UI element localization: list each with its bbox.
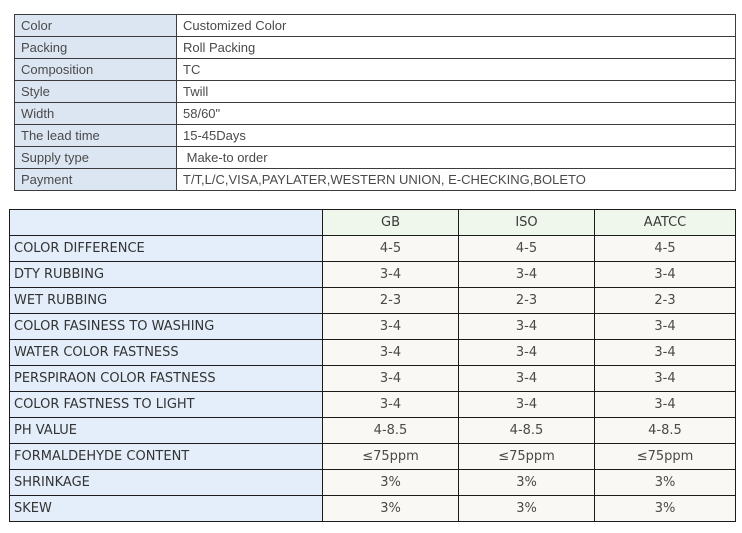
- table-row: Style Twill: [14, 80, 736, 103]
- cell-iso: 3-4: [458, 391, 595, 418]
- table-row: SKEW 3% 3% 3%: [9, 495, 736, 522]
- table-row: DTY RUBBING 3-4 3-4 3-4: [9, 261, 736, 288]
- table-row: FORMALDEHYDE CONTENT ≤75ppm ≤75ppm ≤75pp…: [9, 443, 736, 470]
- cell-gb: ≤75ppm: [322, 443, 459, 470]
- standards-blank-header-cell: [9, 209, 323, 236]
- table-row: COLOR DIFFERENCE 4-5 4-5 4-5: [9, 235, 736, 262]
- spec-label-lead-time: The lead time: [14, 124, 177, 147]
- spec-label-supply-type: Supply type: [14, 146, 177, 169]
- spec-label-payment: Payment: [14, 168, 177, 191]
- cell-gb: 3-4: [322, 339, 459, 366]
- spec-value-color: Customized Color: [176, 14, 736, 37]
- table-row: WATER COLOR FASTNESS 3-4 3-4 3-4: [9, 339, 736, 366]
- table-row: PERSPIRAON COLOR FASTNESS 3-4 3-4 3-4: [9, 365, 736, 392]
- table-row: The lead time 15-45Days: [14, 124, 736, 147]
- cell-gb: 4-8.5: [322, 417, 459, 444]
- cell-aatcc: 3-4: [594, 313, 736, 340]
- spec-value-payment: T/T,L/C,VISA,PAYLATER,WESTERN UNION, E-C…: [176, 168, 736, 191]
- table-row: COLOR FASTNESS TO LIGHT 3-4 3-4 3-4: [9, 391, 736, 418]
- cell-aatcc: 3%: [594, 495, 736, 522]
- cell-iso: 2-3: [458, 287, 595, 314]
- cell-gb: 3-4: [322, 391, 459, 418]
- spec-label-width: Width: [14, 102, 177, 125]
- table-row: Supply type Make-to order: [14, 146, 736, 169]
- spec-value-lead-time: 15-45Days: [176, 124, 736, 147]
- row-label: SHRINKAGE: [9, 469, 323, 496]
- table-row: COLOR FASINESS TO WASHING 3-4 3-4 3-4: [9, 313, 736, 340]
- cell-aatcc: 3%: [594, 469, 736, 496]
- spec-label-composition: Composition: [14, 58, 177, 81]
- spec-value-packing: Roll Packing: [176, 36, 736, 59]
- spec-label-style: Style: [14, 80, 177, 103]
- spec-table: Color Customized Color Packing Roll Pack…: [14, 14, 736, 191]
- cell-gb: 3%: [322, 495, 459, 522]
- table-row: Payment T/T,L/C,VISA,PAYLATER,WESTERN UN…: [14, 168, 736, 191]
- cell-gb: 3-4: [322, 365, 459, 392]
- spec-value-width: 58/60": [176, 102, 736, 125]
- cell-aatcc: 3-4: [594, 365, 736, 392]
- cell-iso: 3-4: [458, 339, 595, 366]
- cell-gb: 3%: [322, 469, 459, 496]
- row-label: SKEW: [9, 495, 323, 522]
- table-row: Color Customized Color: [14, 14, 736, 37]
- column-header-gb: GB: [322, 209, 459, 236]
- table-row: Width 58/60": [14, 102, 736, 125]
- cell-iso: 4-8.5: [458, 417, 595, 444]
- cell-iso: 3-4: [458, 365, 595, 392]
- table-header-row: GB ISO AATCC: [9, 209, 736, 236]
- row-label: COLOR DIFFERENCE: [9, 235, 323, 262]
- row-label: DTY RUBBING: [9, 261, 323, 288]
- cell-iso: 3-4: [458, 313, 595, 340]
- row-label: PERSPIRAON COLOR FASTNESS: [9, 365, 323, 392]
- cell-gb: 4-5: [322, 235, 459, 262]
- spec-value-style: Twill: [176, 80, 736, 103]
- table-row: WET RUBBING 2-3 2-3 2-3: [9, 287, 736, 314]
- row-label: FORMALDEHYDE CONTENT: [9, 443, 323, 470]
- table-row: PH VALUE 4-8.5 4-8.5 4-8.5: [9, 417, 736, 444]
- cell-aatcc: 4-8.5: [594, 417, 736, 444]
- cell-gb: 3-4: [322, 313, 459, 340]
- spec-label-packing: Packing: [14, 36, 177, 59]
- row-label: COLOR FASINESS TO WASHING: [9, 313, 323, 340]
- cell-aatcc: 3-4: [594, 391, 736, 418]
- column-header-iso: ISO: [458, 209, 595, 236]
- row-label: WATER COLOR FASTNESS: [9, 339, 323, 366]
- cell-iso: 3%: [458, 495, 595, 522]
- row-label: WET RUBBING: [9, 287, 323, 314]
- cell-iso: 3%: [458, 469, 595, 496]
- row-label: PH VALUE: [9, 417, 323, 444]
- column-header-aatcc: AATCC: [594, 209, 736, 236]
- spec-label-color: Color: [14, 14, 177, 37]
- table-row: Composition TC: [14, 58, 736, 81]
- spec-value-composition: TC: [176, 58, 736, 81]
- cell-aatcc: 2-3: [594, 287, 736, 314]
- cell-aatcc: 3-4: [594, 261, 736, 288]
- cell-iso: ≤75ppm: [458, 443, 595, 470]
- standards-table: GB ISO AATCC COLOR DIFFERENCE 4-5 4-5 4-…: [9, 209, 736, 522]
- row-label: COLOR FASTNESS TO LIGHT: [9, 391, 323, 418]
- cell-gb: 3-4: [322, 261, 459, 288]
- spec-value-supply-type: Make-to order: [176, 146, 736, 169]
- cell-aatcc: 4-5: [594, 235, 736, 262]
- table-row: SHRINKAGE 3% 3% 3%: [9, 469, 736, 496]
- cell-iso: 4-5: [458, 235, 595, 262]
- cell-aatcc: ≤75ppm: [594, 443, 736, 470]
- cell-aatcc: 3-4: [594, 339, 736, 366]
- table-row: Packing Roll Packing: [14, 36, 736, 59]
- cell-iso: 3-4: [458, 261, 595, 288]
- cell-gb: 2-3: [322, 287, 459, 314]
